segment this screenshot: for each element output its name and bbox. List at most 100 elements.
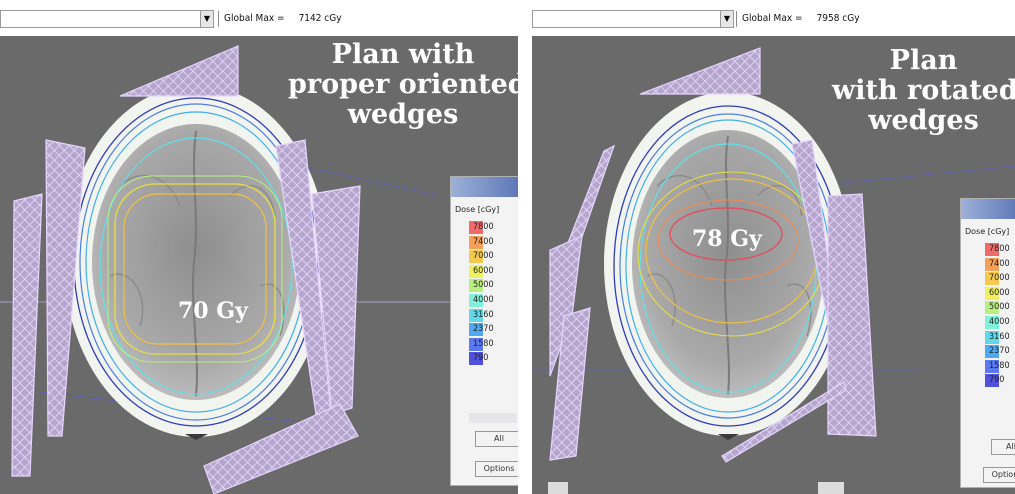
legend-swatch [985, 374, 999, 388]
skull-notch [185, 434, 208, 440]
legend-row: 2370 [961, 344, 1015, 359]
legend-row: 7400 [961, 257, 1015, 272]
wedge-bottom [203, 403, 359, 494]
legend-value: 1580 [473, 338, 494, 349]
legend-value: 5000 [473, 280, 494, 291]
plan-caption: Plan with rotated wedges [832, 45, 1015, 137]
legend-row: 7000 [961, 271, 1015, 286]
legend-row: 790 [961, 373, 1015, 388]
legend-swatch [469, 293, 483, 307]
dose-viewport[interactable]: Plan with proper oriented wedges 70 Gy D… [0, 36, 518, 494]
all-button[interactable]: All [991, 439, 1015, 455]
global-max-label: Global Max = [224, 13, 285, 24]
midline-fissure [724, 135, 730, 395]
wedge-left-outer [549, 307, 591, 461]
isodose-3160 [99, 137, 293, 395]
wedge-bottom [721, 381, 847, 463]
legend-title-bar[interactable] [451, 177, 518, 197]
legend-value: 7000 [989, 273, 1010, 284]
legend-row: 7800 [961, 242, 1015, 257]
caption-line-1: Plan [889, 45, 958, 76]
dose-label: 78 Gy [692, 226, 762, 252]
brain-sulci [646, 175, 812, 337]
toolbar: ▼ Global Max = 7958 cGy [532, 0, 1015, 36]
dose-legend: Dose [cGy] 7800 7400 7000 6000 5000 4000… [450, 176, 518, 486]
plan-caption: Plan with proper oriented wedges [288, 39, 518, 131]
legend-swatch [985, 243, 999, 256]
legend-title: Dose [cGy] [455, 205, 500, 214]
isodose-7000 [123, 193, 267, 345]
midline-fissure [192, 130, 198, 397]
legend-title: Dose [cGy] [965, 227, 1010, 236]
legend-row: 7800 [451, 220, 518, 235]
brain-sulci [109, 175, 285, 337]
view-dropdown[interactable] [0, 10, 200, 28]
wedge-right-outer [827, 193, 877, 437]
legend-row: 6000 [451, 264, 518, 279]
legend-row: 3160 [961, 330, 1015, 345]
legend-value: 4000 [989, 316, 1010, 327]
caption-line-2: with rotated [832, 75, 1015, 107]
caption-line-3: wedges [868, 105, 979, 137]
wedge-top [119, 45, 239, 97]
legend-value: 6000 [473, 265, 494, 276]
legend-swatch [985, 315, 999, 329]
legend-value: 7800 [989, 244, 1010, 254]
legend-swatch [469, 279, 483, 293]
wedge-left-outer [11, 193, 43, 477]
caption-line-3: wedges [347, 99, 459, 131]
legend-swatch [469, 221, 483, 234]
beam-line [299, 165, 441, 197]
wedge-right-outer [311, 185, 361, 415]
legend-value: 5000 [989, 302, 1010, 313]
chevron-down-icon[interactable]: ▼ [720, 10, 734, 28]
isodose-5000 [107, 175, 283, 363]
legend-row: 1580 [451, 337, 518, 352]
isodose-7400 [657, 199, 799, 281]
options-button[interactable]: Options [983, 467, 1015, 483]
all-button[interactable]: All [475, 431, 518, 447]
legend-swatch [985, 330, 999, 344]
view-dropdown[interactable] [532, 10, 720, 28]
legend-value: 7000 [473, 251, 494, 262]
legend-value: 7400 [473, 236, 494, 247]
legend-swatch [469, 308, 483, 322]
thumbnail [548, 482, 568, 494]
legend-swatch [985, 257, 999, 271]
legend-swatch [469, 337, 483, 351]
legend-row: 6000 [961, 286, 1015, 301]
chevron-down-icon[interactable]: ▼ [200, 10, 214, 28]
legend-swatch [985, 272, 999, 286]
legend-swatch [469, 250, 483, 264]
caption-line-1: Plan with [331, 39, 475, 70]
legend-value: 4000 [473, 294, 494, 305]
legend-row: 7000 [451, 249, 518, 264]
legend-blank-swatch [469, 413, 517, 423]
legend-swatch [985, 301, 999, 315]
brain-ct-image [92, 124, 300, 400]
dose-viewport[interactable]: Plan with rotated wedges 78 Gy Dose [cGy… [532, 36, 1015, 494]
global-max-value: 7958 cGy [816, 13, 860, 24]
toolbar: ▼ Global Max = 7142 cGy [0, 0, 518, 36]
legend-row: 5000 [451, 278, 518, 293]
global-max-label: Global Max = [742, 13, 803, 24]
legend-row: 7400 [451, 235, 518, 250]
legend-swatch [469, 323, 483, 337]
legend-title-bar[interactable] [961, 199, 1015, 219]
beam-line [811, 165, 1015, 187]
global-max-value: 7142 cGy [298, 13, 342, 24]
global-max-readout: Global Max = 7958 cGy [736, 11, 860, 27]
global-max-readout: Global Max = 7142 cGy [218, 11, 342, 27]
legend-row: 5000 [961, 300, 1015, 315]
legend-swatch [469, 352, 483, 366]
options-button[interactable]: Options [475, 461, 518, 477]
legend-value: 790 [989, 375, 1005, 386]
wedge-left-inner [45, 139, 86, 437]
ct-scene [532, 47, 1015, 494]
legend-value: 790 [473, 353, 489, 364]
legend-row: 3160 [451, 308, 518, 323]
legend-value: 1580 [989, 360, 1010, 371]
wedge-top [639, 47, 761, 95]
legend-row: 4000 [451, 293, 518, 308]
dose-label: 70 Gy [178, 298, 248, 324]
